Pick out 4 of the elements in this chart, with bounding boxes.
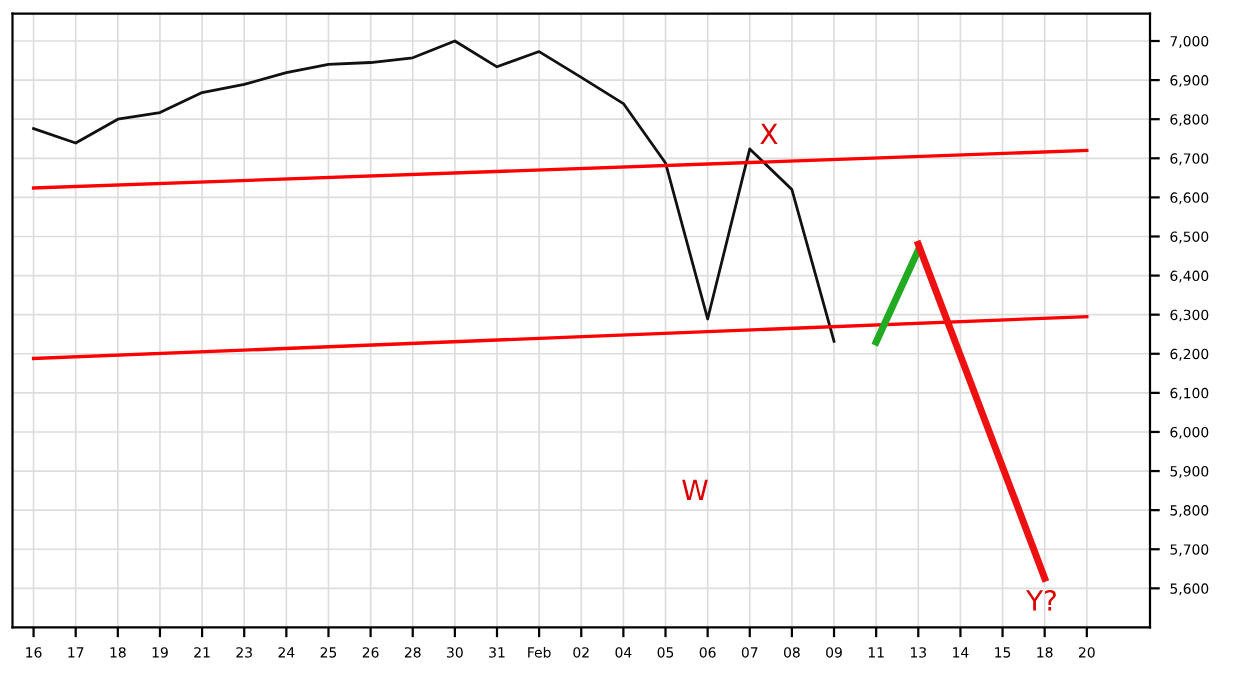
annotation: X [760,123,778,145]
annotation: Y? [1026,589,1056,611]
annotation: W [682,479,708,501]
line-series [32,39,836,343]
